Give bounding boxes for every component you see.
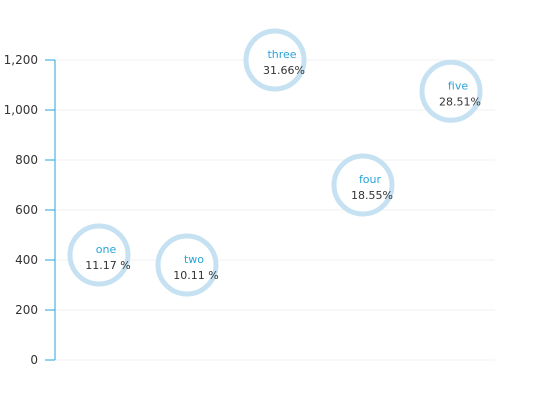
y-tick-label: 0: [30, 353, 38, 367]
point-ring: [155, 233, 219, 297]
data-point-three[interactable]: three 31.66%: [243, 28, 307, 92]
y-tick-label: 1,000: [4, 103, 38, 117]
point-name-label: three: [267, 48, 296, 61]
point-name-label: one: [96, 243, 117, 256]
point-percent-label: 10.11 %: [173, 269, 218, 282]
data-point-one[interactable]: one 11.17 %: [67, 223, 131, 287]
y-axis-ticks: 0 200 400 600 800 1,000 1,200: [4, 53, 55, 367]
point-percent-label: 31.66%: [263, 64, 305, 77]
point-name-label: two: [184, 253, 204, 266]
point-ring: [419, 59, 483, 123]
point-ring: [331, 153, 395, 217]
y-tick-label: 800: [15, 153, 38, 167]
data-point-four[interactable]: four 18.55%: [331, 153, 395, 217]
point-name-label: four: [359, 173, 382, 186]
data-points: one 11.17 % two 10.11 % three 31.66% four 18.55…: [67, 28, 483, 297]
point-percent-label: 28.51%: [439, 95, 481, 108]
y-tick-label: 400: [15, 253, 38, 267]
y-tick-label: 200: [15, 303, 38, 317]
point-ring: [67, 223, 131, 287]
y-tick-label: 1,200: [4, 53, 38, 67]
data-point-five[interactable]: five 28.51%: [419, 59, 483, 123]
point-name-label: five: [448, 79, 468, 92]
y-tick-label: 600: [15, 203, 38, 217]
point-percent-label: 18.55%: [351, 189, 393, 202]
data-point-two[interactable]: two 10.11 %: [155, 233, 219, 297]
point-ring: [243, 28, 307, 92]
point-percent-label: 11.17 %: [85, 259, 130, 272]
